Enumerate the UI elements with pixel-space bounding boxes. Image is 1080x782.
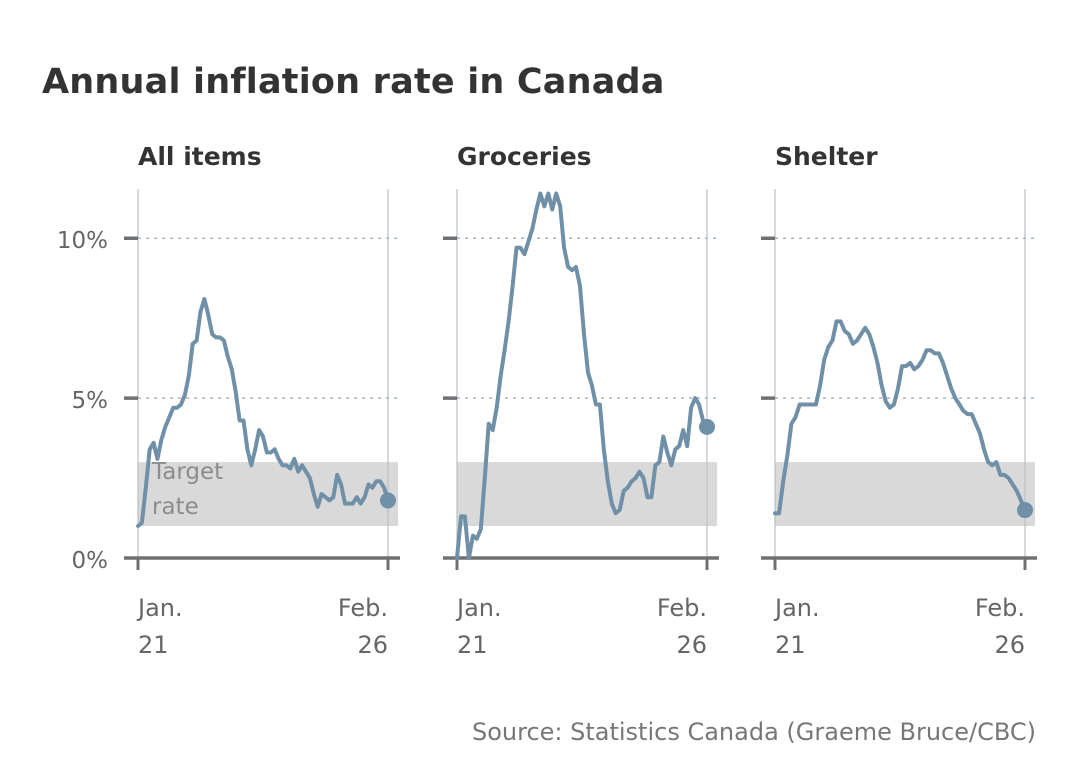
y-tick-label-10: 10% (57, 228, 108, 254)
x-tick-label-start-month: Jan. (773, 594, 820, 622)
latest-value-marker-shelter (1017, 502, 1033, 519)
panel-groceries: Groceries Jan. 21 Feb. 26 (443, 142, 719, 659)
panel-all-items: All items 10% 5% 0% Target rate Jan. 21 … (57, 142, 400, 659)
source-credit: Source: Statistics Canada (Graeme Bruce/… (471, 718, 1036, 746)
x-tick-label-start-year: 21 (138, 631, 169, 659)
x-tick-label-start-year: 21 (775, 631, 806, 659)
target-rate-band (775, 462, 1035, 527)
target-rate-band (138, 462, 398, 527)
x-tick-label-start-year: 21 (457, 631, 488, 659)
panel-shelter: Shelter Jan. 21 Feb. 26 (761, 142, 1037, 659)
x-tick-label-end-month: Feb. (975, 594, 1025, 622)
latest-value-marker-all-items (380, 492, 396, 509)
chart-canvas: All items 10% 5% 0% Target rate Jan. 21 … (57, 142, 1037, 659)
panel-title-groceries: Groceries (457, 142, 592, 171)
y-tick-label-0: 0% (72, 548, 109, 574)
x-tick-label-end-year: 26 (357, 631, 388, 659)
chart-title: Annual inflation rate in Canada (42, 62, 665, 102)
x-tick-label-end-month: Feb. (657, 594, 707, 622)
target-label-line-2: rate (152, 494, 199, 520)
x-tick-label-end-year: 26 (994, 631, 1025, 659)
x-tick-label-start-month: Jan. (455, 594, 502, 622)
target-label-line-1: Target (151, 459, 223, 485)
x-tick-label-end-month: Feb. (338, 594, 388, 622)
panel-title-shelter: Shelter (775, 142, 878, 171)
series-line-groceries (455, 191, 709, 560)
y-tick-label-5: 5% (72, 388, 109, 414)
target-rate-band (457, 462, 717, 527)
series-line-shelter (773, 319, 1027, 516)
x-tick-label-start-month: Jan. (136, 594, 183, 622)
series-line-all-items (136, 297, 390, 528)
latest-value-marker-groceries (699, 418, 715, 435)
x-tick-label-end-year: 26 (676, 631, 707, 659)
panel-title-all-items: All items (138, 142, 262, 171)
